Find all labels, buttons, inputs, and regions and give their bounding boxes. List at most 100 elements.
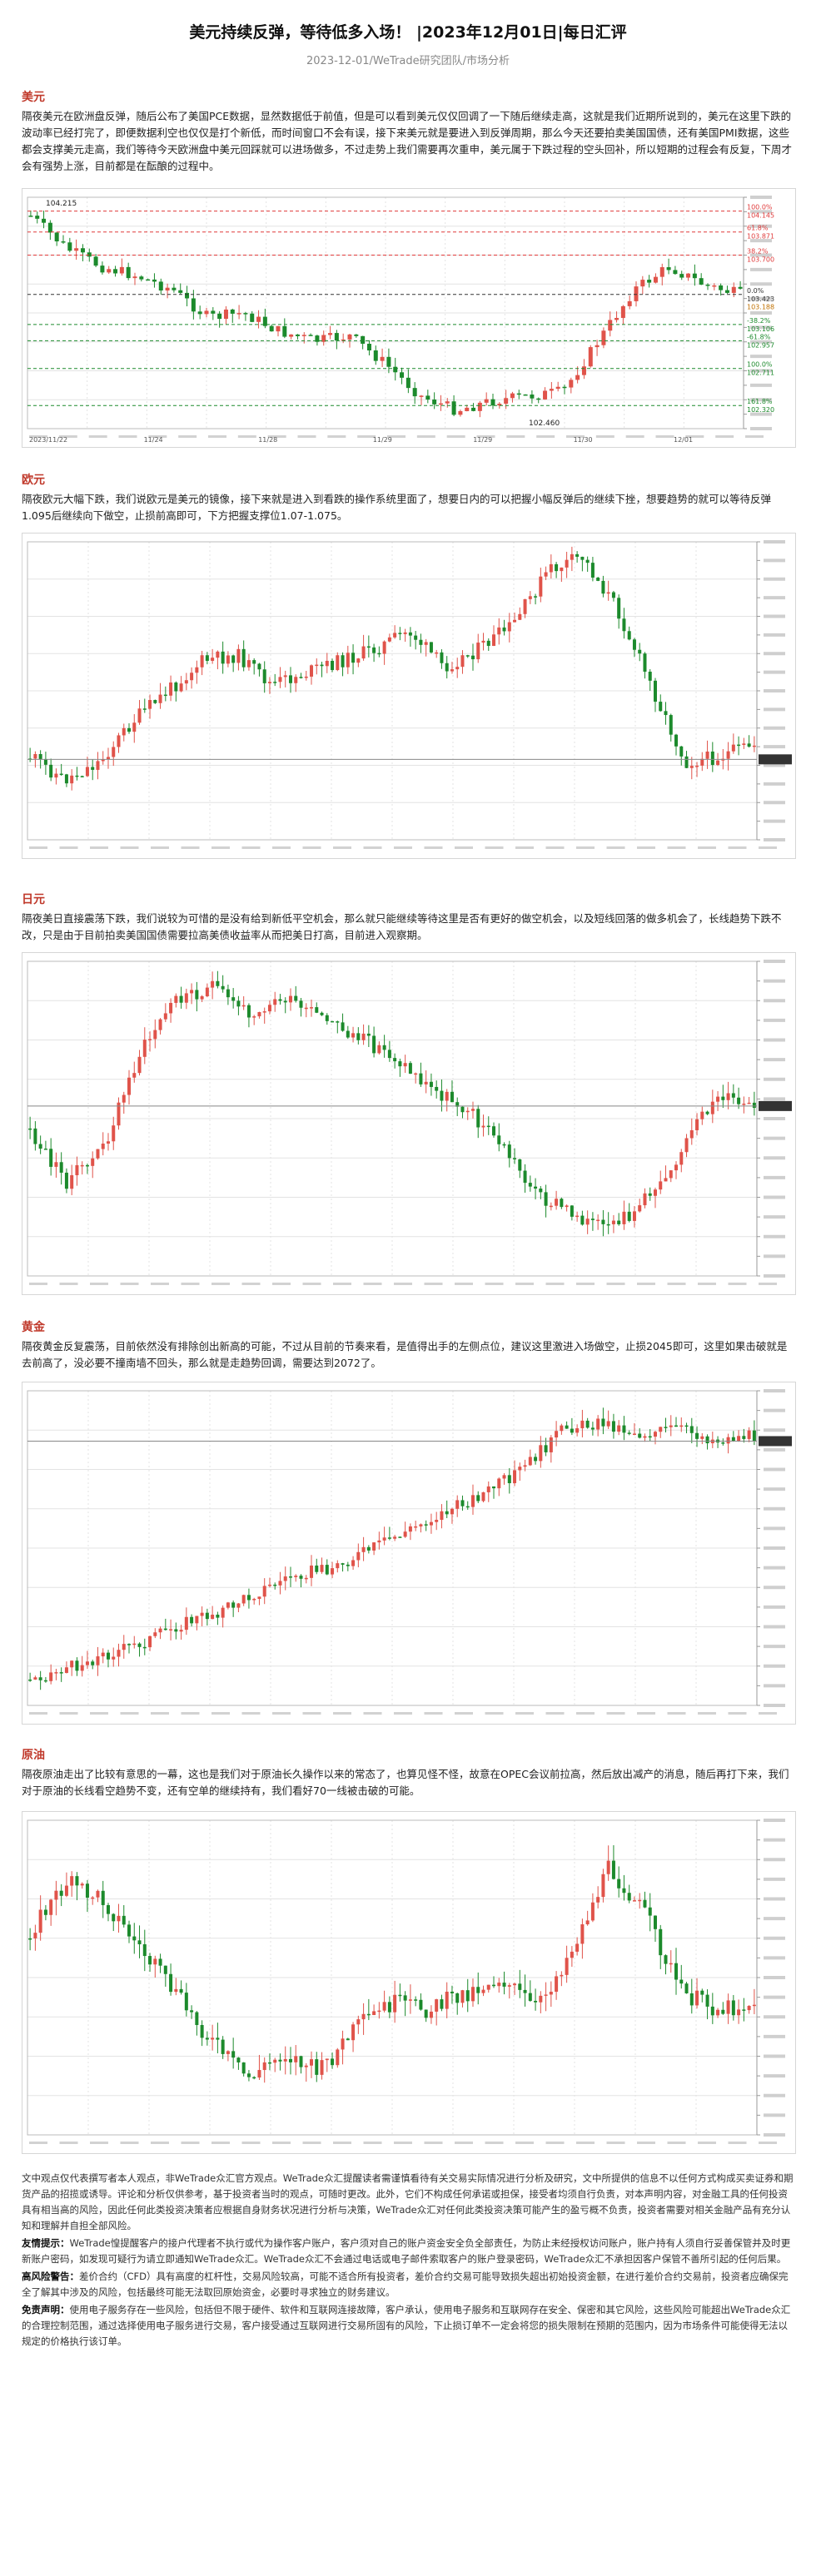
candle-body	[460, 655, 465, 668]
candle-body	[226, 655, 230, 664]
candle-body	[721, 1096, 725, 1100]
candle-body	[544, 1445, 548, 1452]
candle-body	[387, 1050, 391, 1059]
candle-body	[107, 269, 112, 273]
candle-body	[700, 758, 704, 766]
candle-body	[398, 1536, 402, 1538]
candle-body	[513, 1470, 517, 1484]
candle-body	[471, 407, 476, 411]
candle-body	[403, 1063, 407, 1067]
candle-body	[43, 758, 47, 765]
candle-body	[659, 702, 663, 712]
candle-body	[117, 735, 121, 747]
candle-body	[692, 273, 697, 279]
candle-body	[122, 1644, 126, 1650]
candle-body	[387, 2002, 391, 2013]
candle-body	[331, 660, 335, 671]
candle-body	[679, 1425, 684, 1427]
candle-body	[638, 1205, 642, 1212]
candle-body	[221, 651, 225, 664]
candle-body	[747, 2006, 751, 2011]
candle-body	[80, 776, 84, 777]
candle-body	[393, 366, 398, 373]
candle-body	[179, 683, 183, 692]
candle-body	[184, 1616, 188, 1630]
candle-body	[87, 252, 92, 257]
candle-body	[148, 1635, 152, 1648]
candle-body	[211, 310, 216, 314]
candle-body	[570, 1428, 574, 1433]
candle-body	[555, 386, 560, 390]
candle-body	[664, 1178, 668, 1182]
fib-percent-label: 38.2%	[747, 248, 769, 256]
candle-body	[408, 632, 412, 636]
candle-body	[331, 2058, 335, 2066]
candle-body	[346, 2038, 350, 2041]
price-axis	[29, 540, 785, 849]
candle-body	[278, 677, 282, 682]
candles	[28, 970, 756, 1237]
candle-body	[382, 641, 386, 654]
candle-body	[148, 1039, 152, 1040]
candle-body	[684, 1425, 689, 1427]
candle-body	[523, 1170, 527, 1184]
candle-body	[445, 663, 449, 672]
candle-body	[555, 1199, 559, 1206]
candle-body	[617, 598, 621, 619]
candle-body	[351, 653, 356, 663]
candle-body	[278, 2059, 282, 2062]
candle-body	[142, 1646, 147, 1649]
candle-body	[205, 1612, 209, 1620]
candle-body	[361, 2013, 366, 2020]
candle-body	[611, 1421, 615, 1432]
candle-body	[539, 1995, 543, 2003]
candle-body	[659, 1427, 663, 1432]
candle-body	[163, 1965, 167, 1974]
candle-body	[137, 1056, 142, 1074]
candle-body	[35, 216, 40, 219]
candle-body	[445, 1991, 449, 2009]
candle-body	[106, 1652, 110, 1660]
candle-body	[606, 1223, 610, 1226]
candle-body	[408, 1526, 412, 1532]
candle-body	[236, 1603, 241, 1608]
candle-body	[570, 1951, 574, 1958]
candle-body	[33, 1677, 37, 1680]
candle-body	[455, 1993, 460, 2003]
candle-body	[419, 1524, 423, 1526]
candle-body	[216, 1614, 220, 1618]
candle-body	[705, 1111, 709, 1114]
candle-body	[595, 345, 600, 348]
candle-body	[299, 1000, 303, 1008]
candle-body	[184, 1993, 188, 2011]
candle-body	[28, 1679, 32, 1681]
candle-body	[659, 267, 664, 277]
fib-percent-label: -61.8%	[747, 333, 771, 340]
candle-body	[85, 1884, 89, 1898]
candle-body	[67, 242, 72, 251]
candle-body	[361, 335, 366, 345]
candle-body	[75, 1876, 79, 1886]
candle-body	[112, 1125, 116, 1142]
candle-body	[236, 313, 241, 315]
jpy-candlestick-chart	[27, 960, 792, 1285]
candle-body	[295, 334, 300, 336]
candle-body	[534, 596, 538, 598]
candle-body	[288, 2058, 292, 2062]
candle-body	[400, 372, 405, 378]
candle-body	[184, 680, 188, 684]
candle-body	[659, 1181, 663, 1190]
candle-body	[653, 1189, 657, 1196]
candle-body	[38, 1677, 42, 1680]
candle-body	[256, 316, 261, 322]
candle-body	[195, 1616, 199, 1624]
candle-body	[596, 578, 600, 581]
candle-body	[742, 1104, 746, 1105]
candle-body	[282, 325, 287, 337]
candle-body	[267, 2062, 271, 2064]
candle-body	[283, 675, 287, 678]
candle-body	[304, 2065, 308, 2067]
candle-body	[152, 279, 157, 282]
candle-body	[288, 675, 292, 683]
candle-body	[70, 775, 74, 784]
